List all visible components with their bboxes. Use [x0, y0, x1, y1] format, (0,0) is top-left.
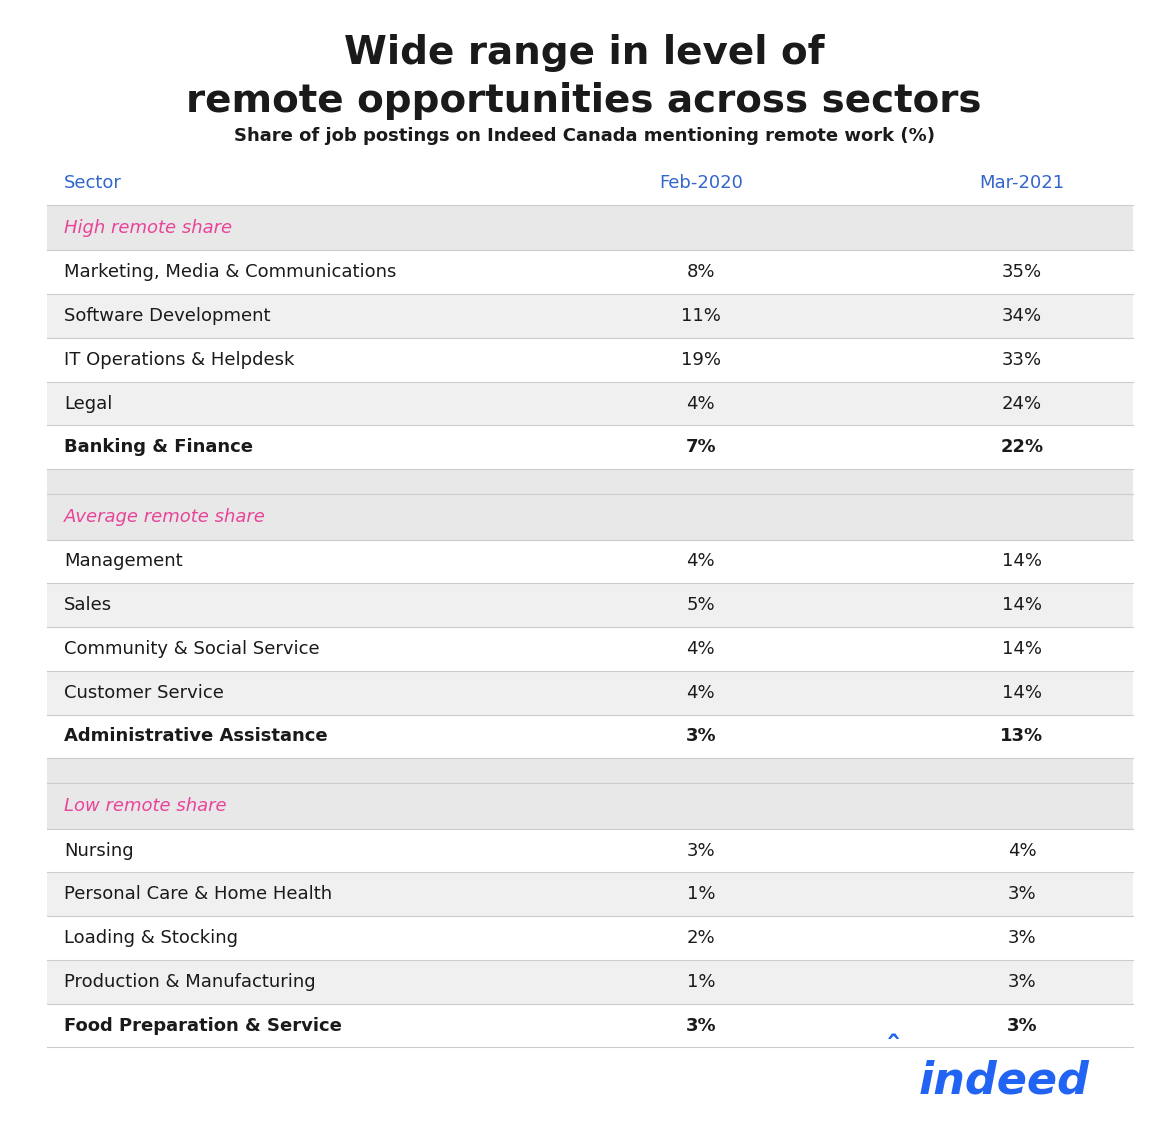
Text: 2%: 2% [687, 929, 715, 947]
Text: remote opportunities across sectors: remote opportunities across sectors [186, 82, 982, 119]
Text: Nursing: Nursing [64, 842, 134, 860]
Text: Banking & Finance: Banking & Finance [64, 438, 253, 457]
Text: 3%: 3% [686, 1017, 716, 1035]
Text: Sector: Sector [64, 174, 123, 192]
Text: Software Development: Software Development [64, 307, 271, 325]
Text: Low remote share: Low remote share [64, 797, 227, 815]
Text: Wide range in level of: Wide range in level of [343, 34, 825, 72]
Text: Feb-2020: Feb-2020 [659, 174, 743, 192]
Text: 3%: 3% [1008, 929, 1036, 947]
Text: Mar-2021: Mar-2021 [980, 174, 1064, 192]
Text: 8%: 8% [687, 264, 715, 282]
Text: 4%: 4% [687, 394, 715, 412]
Text: 3%: 3% [1008, 972, 1036, 991]
Text: Personal Care & Home Health: Personal Care & Home Health [64, 885, 333, 903]
Text: 5%: 5% [687, 596, 715, 615]
Text: 4%: 4% [687, 684, 715, 702]
Text: 14%: 14% [1002, 552, 1042, 570]
Text: 1%: 1% [687, 885, 715, 903]
Text: ˆ: ˆ [885, 1035, 902, 1064]
Text: Legal: Legal [64, 394, 112, 412]
Text: 19%: 19% [681, 351, 721, 369]
Text: Administrative Assistance: Administrative Assistance [64, 727, 328, 745]
Text: 14%: 14% [1002, 684, 1042, 702]
Text: 14%: 14% [1002, 640, 1042, 658]
Text: 3%: 3% [687, 842, 715, 860]
Text: 13%: 13% [1001, 727, 1043, 745]
Text: Average remote share: Average remote share [64, 508, 266, 526]
Text: High remote share: High remote share [64, 219, 232, 236]
Text: 14%: 14% [1002, 596, 1042, 615]
Text: Marketing, Media & Communications: Marketing, Media & Communications [64, 264, 397, 282]
Text: 4%: 4% [687, 552, 715, 570]
Text: 3%: 3% [686, 727, 716, 745]
Text: 22%: 22% [1001, 438, 1043, 457]
Text: indeed: indeed [919, 1060, 1090, 1103]
Text: Customer Service: Customer Service [64, 684, 224, 702]
Text: 3%: 3% [1008, 885, 1036, 903]
Text: 24%: 24% [1002, 394, 1042, 412]
Text: 34%: 34% [1002, 307, 1042, 325]
Text: 35%: 35% [1002, 264, 1042, 282]
Text: Production & Manufacturing: Production & Manufacturing [64, 972, 315, 991]
Text: 4%: 4% [687, 640, 715, 658]
Text: Food Preparation & Service: Food Preparation & Service [64, 1017, 342, 1035]
Text: 11%: 11% [681, 307, 721, 325]
Text: 7%: 7% [686, 438, 716, 457]
Text: Community & Social Service: Community & Social Service [64, 640, 320, 658]
Text: Sales: Sales [64, 596, 112, 615]
Text: Management: Management [64, 552, 183, 570]
Text: Loading & Stocking: Loading & Stocking [64, 929, 238, 947]
Text: 4%: 4% [1008, 842, 1036, 860]
Text: IT Operations & Helpdesk: IT Operations & Helpdesk [64, 351, 294, 369]
Text: 33%: 33% [1002, 351, 1042, 369]
Text: Share of job postings on Indeed Canada mentioning remote work (%): Share of job postings on Indeed Canada m… [234, 127, 934, 145]
Text: 3%: 3% [1007, 1017, 1037, 1035]
Text: 1%: 1% [687, 972, 715, 991]
